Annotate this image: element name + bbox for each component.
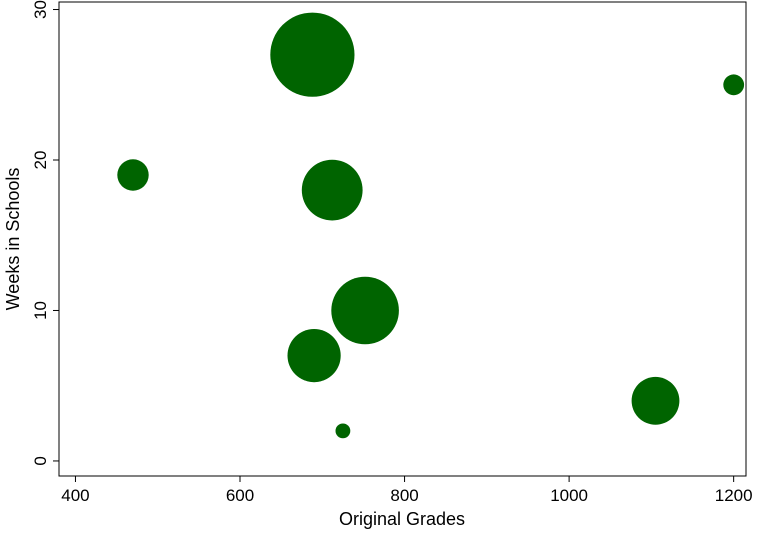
y-axis-ticks: 0 10 20 30	[31, 0, 59, 466]
x-axis-ticks: 400 600 800 1000 1200	[61, 476, 753, 505]
data-point	[723, 74, 745, 96]
x-tick-label: 600	[226, 486, 254, 505]
data-point	[270, 12, 355, 97]
y-tick-label: 10	[31, 301, 50, 320]
data-point	[117, 159, 149, 191]
chart-marks	[117, 12, 745, 439]
data-point	[331, 276, 399, 345]
x-tick-label: 800	[390, 486, 418, 505]
x-tick-label: 1000	[550, 486, 588, 505]
y-tick-label: 30	[31, 0, 50, 19]
plot-area	[58, 1, 747, 477]
x-tick-label: 1200	[715, 486, 753, 505]
data-point	[301, 159, 363, 221]
y-tick-label: 0	[31, 456, 50, 465]
y-tick-label: 20	[31, 151, 50, 170]
data-point	[335, 423, 351, 439]
x-axis-title: Original Grades	[339, 509, 465, 529]
data-point	[287, 329, 341, 383]
data-point	[631, 376, 680, 425]
y-axis-title: Weeks in Schools	[3, 168, 23, 311]
x-tick-label: 400	[61, 486, 89, 505]
